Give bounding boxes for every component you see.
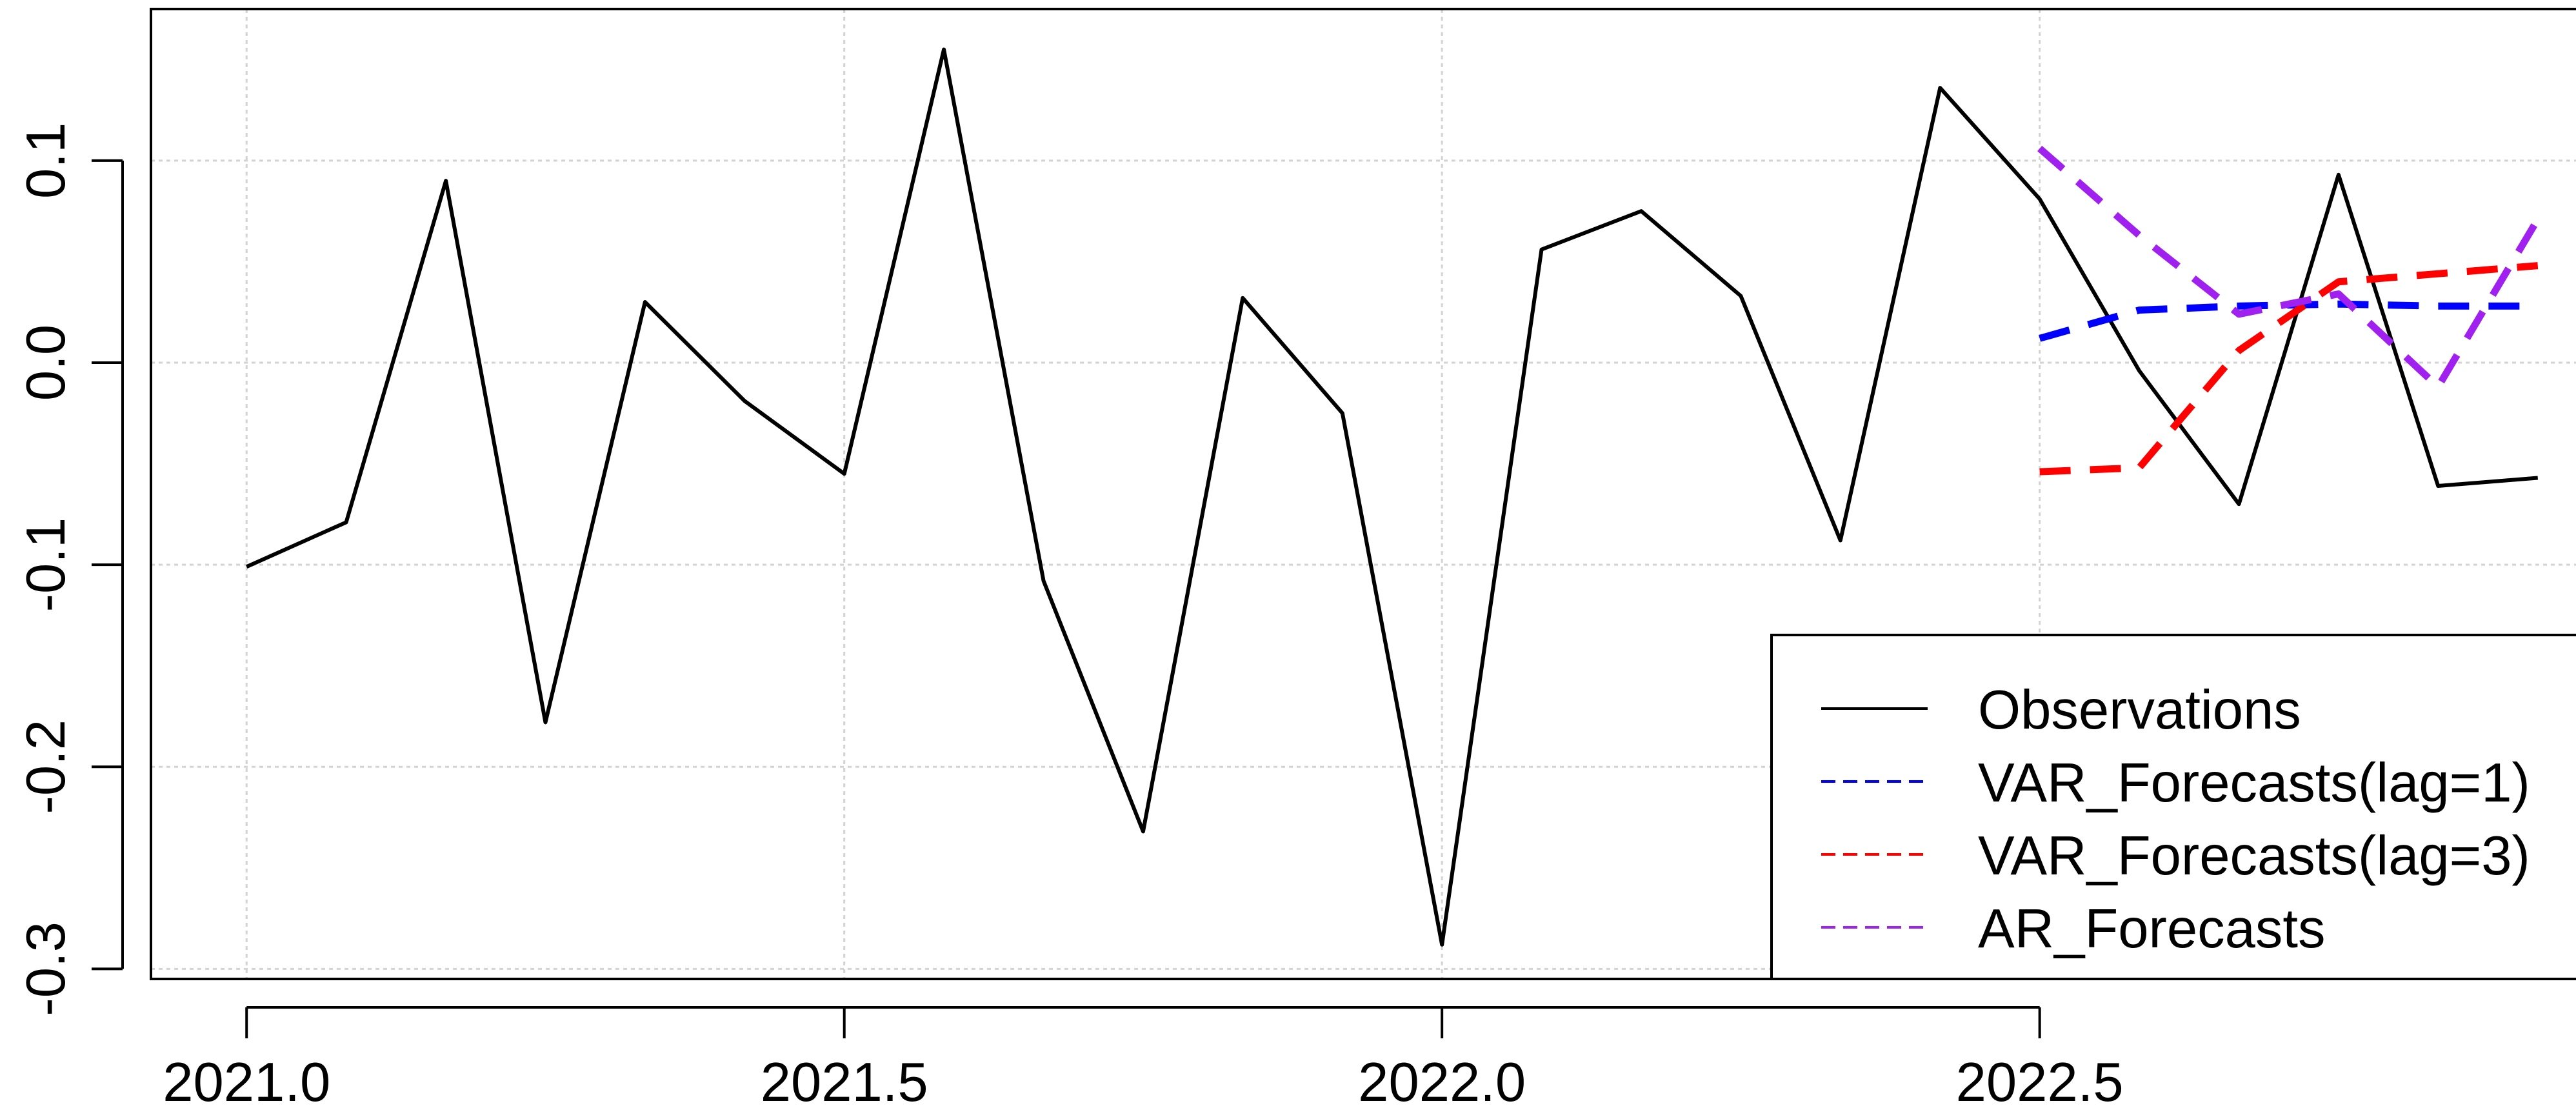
legend-label-ar-forecasts: AR_Forecasts bbox=[1978, 898, 2326, 960]
y-tick-label: -0.3 bbox=[15, 922, 77, 1016]
legend-label-var-forecasts-lag-1: VAR_Forecasts(lag=1) bbox=[1978, 752, 2530, 814]
axes-layer: 2021.0 2021.5 2022.0 2022.5 -0.3 -0.2 -0.1 0.0 0… bbox=[15, 123, 2124, 1113]
y-tick-label: -0.2 bbox=[15, 720, 77, 814]
x-tick-label: 2021.0 bbox=[163, 1052, 330, 1113]
series-line-ar-forecasts bbox=[2037, 145, 2541, 391]
y-tick-label: 0.0 bbox=[15, 325, 77, 401]
legend-label-var-forecasts-lag-3: VAR_Forecasts(lag=3) bbox=[1978, 825, 2530, 887]
legend-box bbox=[1770, 634, 2576, 980]
series-line-var-forecasts-lag-3 bbox=[2039, 262, 2539, 476]
plot-frame bbox=[150, 8, 2576, 980]
x-tick-label: 2022.5 bbox=[1956, 1052, 2124, 1113]
x-tick-label: 2021.5 bbox=[761, 1052, 928, 1113]
y-tick-label: -0.1 bbox=[15, 518, 77, 612]
legend-label-observations: Observations bbox=[1978, 680, 2301, 741]
y-tick-label: 0.1 bbox=[15, 123, 77, 199]
x-tick-label: 2022.0 bbox=[1358, 1052, 1526, 1113]
legend: Observations VAR_Forecasts(lag=1) VAR_Fore… bbox=[1770, 634, 2576, 980]
series-layer bbox=[246, 47, 2541, 947]
series-line-observations bbox=[246, 47, 2539, 947]
